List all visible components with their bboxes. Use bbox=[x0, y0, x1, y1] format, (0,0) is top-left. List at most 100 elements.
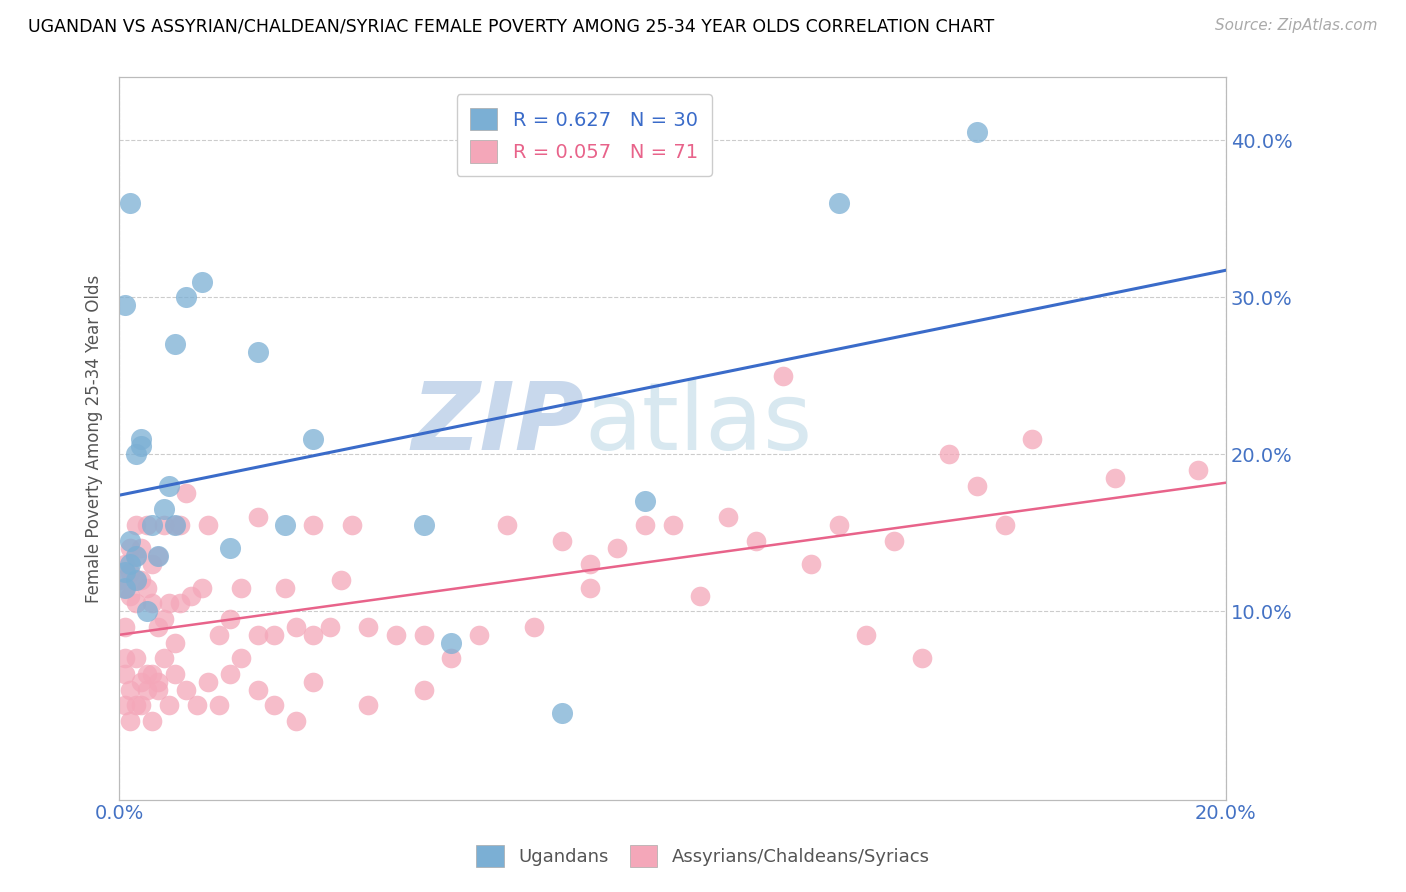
Point bbox=[114, 557, 136, 571]
Point bbox=[131, 573, 153, 587]
Point bbox=[131, 541, 153, 556]
Point bbox=[108, 573, 131, 587]
Point bbox=[938, 447, 960, 461]
Point bbox=[125, 549, 148, 564]
Point bbox=[440, 635, 463, 649]
Point bbox=[136, 581, 159, 595]
Point bbox=[229, 651, 252, 665]
Point bbox=[114, 581, 136, 595]
Point bbox=[120, 533, 142, 548]
Point bbox=[152, 651, 174, 665]
Point bbox=[120, 589, 142, 603]
Point bbox=[174, 486, 197, 500]
Point bbox=[689, 589, 711, 603]
Point bbox=[136, 667, 159, 681]
Point bbox=[120, 714, 142, 728]
Point bbox=[120, 557, 142, 571]
Point bbox=[169, 596, 191, 610]
Point bbox=[208, 698, 231, 713]
Point bbox=[141, 667, 163, 681]
Legend: R = 0.627   N = 30, R = 0.057   N = 71: R = 0.627 N = 30, R = 0.057 N = 71 bbox=[457, 95, 711, 177]
Point bbox=[634, 494, 657, 508]
Text: Source: ZipAtlas.com: Source: ZipAtlas.com bbox=[1215, 18, 1378, 33]
Text: ZIP: ZIP bbox=[411, 378, 583, 470]
Point bbox=[994, 517, 1017, 532]
Point bbox=[157, 698, 180, 713]
Point bbox=[910, 651, 932, 665]
Point bbox=[208, 628, 231, 642]
Point bbox=[197, 674, 219, 689]
Point bbox=[246, 628, 269, 642]
Text: UGANDAN VS ASSYRIAN/CHALDEAN/SYRIAC FEMALE POVERTY AMONG 25-34 YEAR OLDS CORRELA: UGANDAN VS ASSYRIAN/CHALDEAN/SYRIAC FEMA… bbox=[28, 18, 994, 36]
Point bbox=[229, 581, 252, 595]
Point bbox=[141, 557, 163, 571]
Point bbox=[152, 502, 174, 516]
Point bbox=[329, 573, 352, 587]
Point bbox=[191, 275, 214, 289]
Point bbox=[114, 620, 136, 634]
Point bbox=[412, 682, 434, 697]
Point bbox=[385, 628, 408, 642]
Point bbox=[1021, 432, 1043, 446]
Point bbox=[551, 706, 574, 721]
Point bbox=[827, 196, 849, 211]
Text: atlas: atlas bbox=[583, 378, 813, 470]
Point bbox=[136, 682, 159, 697]
Point bbox=[1187, 463, 1209, 477]
Point bbox=[120, 541, 142, 556]
Y-axis label: Female Poverty Among 25-34 Year Olds: Female Poverty Among 25-34 Year Olds bbox=[86, 275, 103, 603]
Point bbox=[146, 620, 169, 634]
Point bbox=[772, 368, 794, 383]
Point bbox=[966, 125, 988, 139]
Point bbox=[131, 439, 153, 453]
Point bbox=[246, 345, 269, 359]
Point bbox=[551, 533, 574, 548]
Point bbox=[634, 517, 657, 532]
Point bbox=[883, 533, 905, 548]
Point bbox=[318, 620, 340, 634]
Point bbox=[966, 478, 988, 492]
Point bbox=[136, 517, 159, 532]
Point bbox=[180, 589, 202, 603]
Point bbox=[717, 510, 740, 524]
Point bbox=[827, 517, 849, 532]
Point bbox=[120, 682, 142, 697]
Point bbox=[412, 628, 434, 642]
Point bbox=[174, 290, 197, 304]
Point bbox=[146, 682, 169, 697]
Point bbox=[125, 573, 148, 587]
Point bbox=[152, 517, 174, 532]
Point bbox=[274, 581, 297, 595]
Point bbox=[114, 298, 136, 312]
Point bbox=[131, 674, 153, 689]
Point bbox=[855, 628, 877, 642]
Point bbox=[125, 651, 148, 665]
Point bbox=[357, 620, 380, 634]
Point bbox=[120, 565, 142, 579]
Point bbox=[163, 337, 186, 351]
Point bbox=[340, 517, 363, 532]
Point bbox=[606, 541, 628, 556]
Point bbox=[357, 698, 380, 713]
Point bbox=[274, 517, 297, 532]
Point bbox=[125, 517, 148, 532]
Point bbox=[302, 628, 325, 642]
Point bbox=[412, 517, 434, 532]
Point bbox=[114, 651, 136, 665]
Point bbox=[114, 581, 136, 595]
Point bbox=[141, 596, 163, 610]
Point bbox=[661, 517, 683, 532]
Point bbox=[146, 549, 169, 564]
Point bbox=[169, 517, 191, 532]
Point bbox=[125, 573, 148, 587]
Point bbox=[174, 682, 197, 697]
Legend: Ugandans, Assyrians/Chaldeans/Syriacs: Ugandans, Assyrians/Chaldeans/Syriacs bbox=[470, 838, 936, 874]
Point bbox=[146, 549, 169, 564]
Point bbox=[163, 517, 186, 532]
Point bbox=[285, 620, 308, 634]
Point bbox=[495, 517, 517, 532]
Point bbox=[263, 628, 285, 642]
Point bbox=[146, 674, 169, 689]
Point bbox=[163, 517, 186, 532]
Point bbox=[578, 581, 600, 595]
